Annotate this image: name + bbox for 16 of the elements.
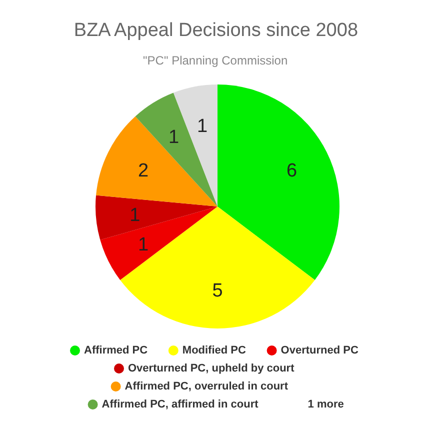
- legend-label: Modified PC: [182, 344, 246, 356]
- data-label: 1: [138, 234, 149, 256]
- legend-label: Affirmed PC, overruled in court: [124, 380, 288, 392]
- legend-label: Affirmed PC, affirmed in court: [102, 398, 259, 410]
- data-label: 5: [212, 280, 223, 302]
- legend-label: Affirmed PC: [84, 344, 148, 356]
- data-label: 1: [196, 116, 208, 137]
- chart-title: BZA Appeal Decisions since 2008: [74, 20, 358, 41]
- data-label: 1: [130, 205, 140, 226]
- data-label: 6: [286, 160, 298, 182]
- data-label: 2: [138, 160, 149, 182]
- legend-label: Overturned PC, upheld by court: [128, 362, 295, 374]
- text: 1 more: [308, 398, 344, 410]
- data-label: 1: [168, 126, 180, 148]
- chart-subtitle: "PC" Planning Commission: [143, 54, 288, 68]
- legend-label: Overturned PC: [280, 344, 358, 356]
